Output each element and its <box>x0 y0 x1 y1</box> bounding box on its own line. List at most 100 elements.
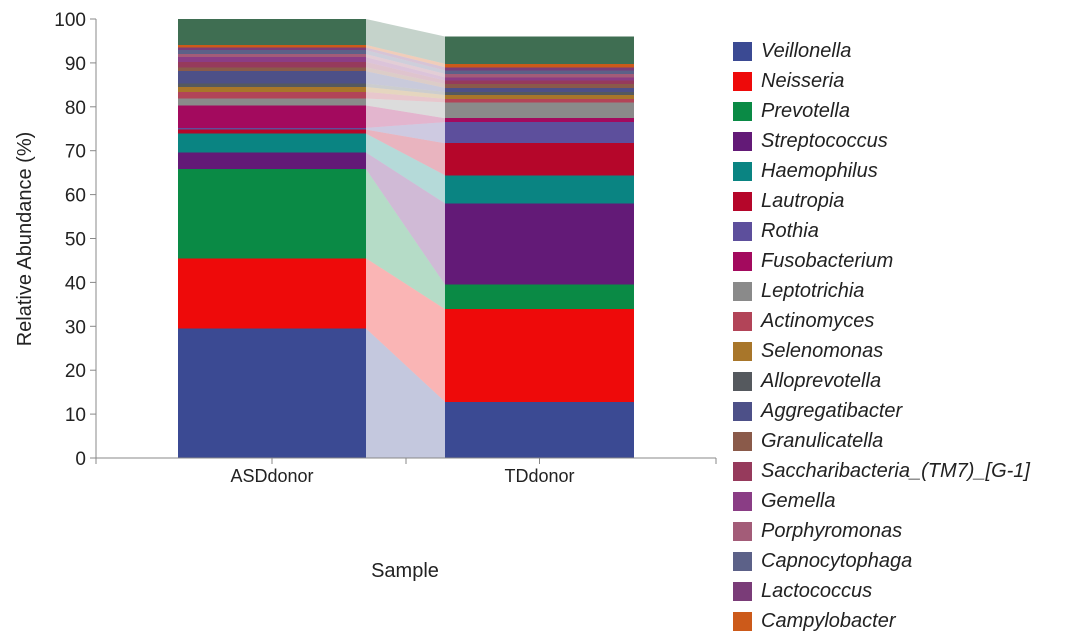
legend-swatch <box>733 41 752 61</box>
bar-segment-tddonor-streptococcus[interactable] <box>445 203 634 285</box>
legend-swatch <box>733 101 752 121</box>
bar-segment-tddonor-campylobacter[interactable] <box>445 63 634 68</box>
legend-swatch <box>733 521 752 541</box>
bar-segment-tddonor-porphyromonas[interactable] <box>445 73 634 78</box>
bar-segment-tddonor-leptotrichia[interactable] <box>445 102 634 119</box>
legend-item-aggregatibacter[interactable]: Aggregatibacter <box>733 396 1030 426</box>
legend-item-haemophilus[interactable]: Haemophilus <box>733 156 1030 186</box>
connector-band-granulicatella <box>366 67 445 88</box>
legend-label: Rothia <box>761 219 819 242</box>
bar-segment-tddonor-fusobacterium[interactable] <box>445 118 634 123</box>
bar-segment-asddonor-saccharibacteria-tm7-g-1[interactable] <box>178 62 366 68</box>
bar-segment-asddonor-gemella[interactable] <box>178 57 366 63</box>
y-tick-label: 90 <box>65 54 86 75</box>
legend-item-gemella[interactable]: Gemella <box>733 486 1030 516</box>
stacked-bar-chart: 0 10 20 30 40 50 60 70 80 90 100 ASDdonor TDdonor Re… <box>14 10 717 582</box>
bar-segment-tddonor-neisseria[interactable] <box>445 309 634 402</box>
bar-segment-asddonor-aggregatibacter[interactable] <box>178 71 366 84</box>
bar-segment-tddonor-lautropia[interactable] <box>445 143 634 176</box>
connector-band-capnocytophaga <box>366 50 445 74</box>
bar-segment-tddonor-prevotella[interactable] <box>445 284 634 310</box>
bar-segment-tddonor-rothia[interactable] <box>445 122 634 144</box>
connector-band-alloprevotella <box>366 83 445 95</box>
bar-segment-tddonor-haemophilus[interactable] <box>445 175 634 204</box>
legend-label: Saccharibacteria_(TM7)_[G-1] <box>761 459 1030 482</box>
bar-segment-asddonor-haemophilus[interactable] <box>178 133 366 153</box>
legend-swatch <box>733 281 752 301</box>
legend-item-leptotrichia[interactable]: Leptotrichia <box>733 276 1030 306</box>
legend-item-neisseria[interactable]: Neisseria <box>733 66 1030 96</box>
bar-segment-tddonor-veillonella[interactable] <box>445 401 634 458</box>
legend-item-alloprevotella[interactable]: Alloprevotella <box>733 366 1030 396</box>
bar-segment-tddonor-granulicatella[interactable] <box>445 83 634 88</box>
connector-band-selenomonas <box>366 87 445 99</box>
bar-segment-asddonor-actinomyces[interactable] <box>178 91 366 99</box>
y-tick-label: 0 <box>75 449 86 470</box>
y-tick-label: 60 <box>65 186 86 207</box>
bar-segment-asddonor-selenomonas[interactable] <box>178 87 366 92</box>
legend-swatch <box>733 581 752 601</box>
bar-segment-asddonor-granulicatella[interactable] <box>178 67 366 72</box>
connector-band-rothia <box>366 122 445 144</box>
legend-swatch <box>733 191 752 211</box>
legend-label: Neisseria <box>761 69 845 92</box>
bar-segment-asddonor-leptotrichia[interactable] <box>178 98 366 106</box>
bar-segment-asddonor-rothia[interactable] <box>178 127 366 130</box>
bar-segment-asddonor-lautropia[interactable] <box>178 129 366 134</box>
legend-item-selenomonas[interactable]: Selenomonas <box>733 336 1030 366</box>
legend-item-streptococcus[interactable]: Streptococcus <box>733 126 1030 156</box>
legend-item-rothia[interactable]: Rothia <box>733 216 1030 246</box>
bar-segment-tddonor-alloprevotella[interactable] <box>445 91 634 95</box>
y-tick-label: 70 <box>65 142 86 163</box>
bar-segment-asddonor-campylobacter[interactable] <box>178 44 366 48</box>
legend-swatch <box>733 221 752 241</box>
plot-area <box>178 19 634 458</box>
legend-swatch <box>733 491 752 511</box>
connector-band-streptococcus <box>366 152 445 285</box>
connector-band-prevotella <box>366 169 445 310</box>
bar-segment-tddonor-lactococcus[interactable] <box>445 67 634 71</box>
legend-swatch <box>733 71 752 91</box>
legend-label: Streptococcus <box>761 129 888 152</box>
bar-segment-tddonor-unlabeled-20[interactable] <box>445 36 634 64</box>
legend-swatch <box>733 251 752 271</box>
bar-segment-asddonor-porphyromonas[interactable] <box>178 54 366 58</box>
bar-segment-tddonor-saccharibacteria-tm7-g-1[interactable] <box>445 80 634 84</box>
legend-swatch <box>733 341 752 361</box>
legend-item-campylobacter[interactable]: Campylobacter <box>733 606 1030 636</box>
y-tick-label: 10 <box>65 405 86 426</box>
bar-segment-tddonor-capnocytophaga[interactable] <box>445 70 634 74</box>
bar-segment-asddonor-streptococcus[interactable] <box>178 152 366 170</box>
bar-segment-tddonor-gemella[interactable] <box>445 77 634 81</box>
connector-band-leptotrichia <box>366 98 445 119</box>
legend-item-porphyromonas[interactable]: Porphyromonas <box>733 516 1030 546</box>
connector-band-actinomyces <box>366 91 445 103</box>
legend-item-granulicatella[interactable]: Granulicatella <box>733 426 1030 456</box>
legend-label: Lactococcus <box>761 579 873 602</box>
legend-item-lautropia[interactable]: Lautropia <box>733 186 1030 216</box>
bar-segment-asddonor-lactococcus[interactable] <box>178 47 366 51</box>
legend-item-capnocytophaga[interactable]: Capnocytophaga <box>733 546 1030 576</box>
legend-item-saccharibacteria-tm7-g-1[interactable]: Saccharibacteria_(TM7)_[G-1] <box>733 456 1030 486</box>
legend-item-veillonella[interactable]: Veillonella <box>733 36 1030 66</box>
bar-segment-asddonor-alloprevotella[interactable] <box>178 83 366 88</box>
bar-segment-asddonor-neisseria[interactable] <box>178 258 366 329</box>
legend-item-prevotella[interactable]: Prevotella <box>733 96 1030 126</box>
legend-item-actinomyces[interactable]: Actinomyces <box>733 306 1030 336</box>
bar-segment-asddonor-fusobacterium[interactable] <box>178 105 366 128</box>
legend-swatch <box>733 401 752 421</box>
connector-band-veillonella <box>366 328 445 458</box>
bar-segment-asddonor-capnocytophaga[interactable] <box>178 50 366 55</box>
bar-segment-asddonor-unlabeled-20[interactable] <box>178 19 366 45</box>
bar-segment-tddonor-actinomyces[interactable] <box>445 98 634 103</box>
legend-label: Granulicatella <box>761 429 884 452</box>
bar-segment-tddonor-selenomonas[interactable] <box>445 94 634 99</box>
legend-item-fusobacterium[interactable]: Fusobacterium <box>733 246 1030 276</box>
x-axis-title: Sample <box>371 560 439 582</box>
bar-segment-asddonor-veillonella[interactable] <box>178 328 366 458</box>
bar-segment-tddonor-aggregatibacter[interactable] <box>445 87 634 92</box>
connector-band-porphyromonas <box>366 54 445 78</box>
bar-segment-asddonor-prevotella[interactable] <box>178 169 366 259</box>
legend-item-lactococcus[interactable]: Lactococcus <box>733 576 1030 606</box>
y-tick-label: 20 <box>65 361 86 382</box>
